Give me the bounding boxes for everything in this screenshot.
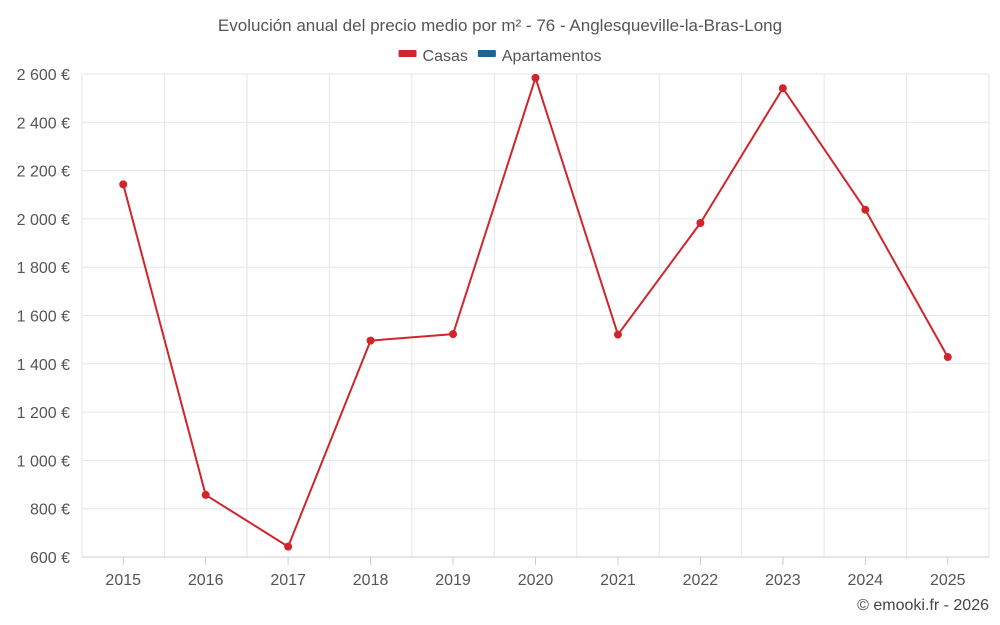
data-point[interactable] (861, 205, 870, 214)
y-tick-label: 600 € (30, 550, 70, 567)
y-tick-label: 2 000 € (17, 212, 70, 229)
x-tick-label: 2016 (188, 572, 224, 589)
y-tick-label: 1 200 € (17, 405, 70, 422)
legend: Casas Apartamentos (398, 48, 602, 65)
x-tick-label: 2017 (270, 572, 306, 589)
x-tick-label: 2023 (765, 572, 801, 589)
data-point[interactable] (449, 330, 458, 339)
legend-label: Apartamentos (502, 48, 602, 65)
x-tick-label: 2021 (600, 572, 636, 589)
x-tick-label: 2020 (518, 572, 554, 589)
y-tick-label: 2 400 € (17, 115, 70, 132)
y-tick-label: 1 800 € (17, 260, 70, 277)
x-tick-label: 2025 (930, 572, 966, 589)
y-tick-label: 1 600 € (17, 309, 70, 326)
x-tick-label: 2018 (353, 572, 389, 589)
data-point[interactable] (201, 490, 210, 499)
y-tick-label: 1 000 € (17, 453, 70, 470)
credit-text: © emooki.fr - 2026 (857, 597, 989, 614)
y-axis: 600 € 800 € 1 000 € 1 200 € 1 400 € 1 600 € 1 … (17, 67, 70, 567)
legend-swatch (398, 50, 417, 57)
y-tick-label: 2 600 € (17, 67, 70, 84)
x-tick-label: 2022 (683, 572, 719, 589)
data-point[interactable] (284, 542, 293, 551)
data-point[interactable] (613, 330, 622, 339)
series-layer (119, 73, 952, 551)
data-point[interactable] (366, 336, 375, 345)
x-tick-label: 2015 (105, 572, 141, 589)
data-point[interactable] (119, 180, 128, 189)
x-tick-label: 2024 (848, 572, 884, 589)
data-point[interactable] (778, 84, 787, 93)
chart-title: Evolución anual del precio medio por m² … (218, 16, 782, 35)
y-tick-label: 800 € (30, 502, 70, 519)
data-point[interactable] (943, 353, 952, 362)
y-tick-label: 2 200 € (17, 164, 70, 181)
legend-swatch (477, 50, 496, 57)
legend-item-apartamentos[interactable]: Apartamentos (477, 48, 602, 65)
data-point[interactable] (531, 73, 540, 82)
legend-label: Casas (423, 48, 468, 65)
x-tick-label: 2019 (435, 572, 471, 589)
grid (81, 73, 990, 558)
x-axis: 2015 2016 2017 2018 2019 2020 2021 2022 2023 2024… (82, 556, 989, 589)
data-point[interactable] (696, 219, 705, 228)
y-tick-label: 1 400 € (17, 357, 70, 374)
legend-item-casas[interactable]: Casas (398, 48, 468, 65)
